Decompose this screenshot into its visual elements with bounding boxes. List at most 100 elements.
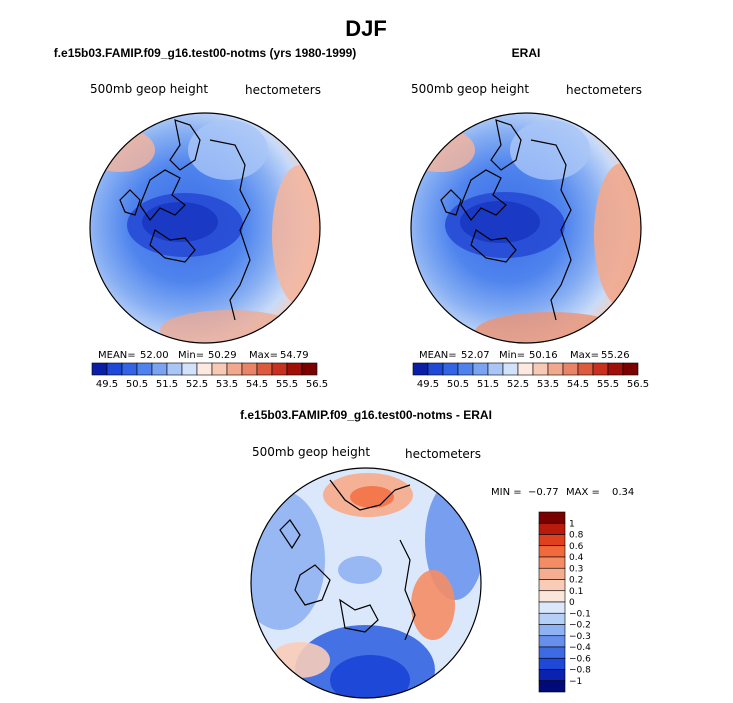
- panel-model-colorbar-tick-label: 49.5: [96, 379, 118, 390]
- panel-erai-coastline-3: [530, 139, 572, 321]
- panel-diff-colorbar-tick-label: −0.4: [569, 643, 591, 653]
- panel-erai-right-label: hectometers: [566, 83, 642, 97]
- panel-erai-colorbar-box-3: [457, 362, 474, 376]
- panel-diff-colorbar-tick-label: −0.6: [569, 654, 591, 664]
- panel-model-colorbar-box-13: [286, 362, 303, 376]
- panel-diff-colorbar-box-15: [538, 680, 566, 693]
- panel-erai-colorbar: [412, 362, 639, 376]
- panel-diff-coastline-2: [294, 564, 331, 606]
- panel-model-min-label: Min=: [178, 350, 204, 361]
- panel-erai-map-outline: [410, 112, 642, 344]
- panel-erai-stats: MEAN= 52.07 Min= 50.16 Max= 55.26: [419, 350, 630, 361]
- panel-erai-colorbar-box-4: [472, 362, 489, 376]
- panel-model-colorbar-tick-label: 50.5: [126, 379, 148, 390]
- panel-diff-colorbar-box-9: [538, 612, 566, 625]
- panel-model-colorbar-tick-label: 51.5: [156, 379, 178, 390]
- panel-model-coastline-3: [209, 139, 251, 321]
- panel-model-map-outline: [89, 112, 321, 344]
- panel-erai-colorbar-box-7: [517, 362, 534, 376]
- panel-diff-coastline-3: [399, 539, 416, 641]
- panel-erai-colorbar-box-5: [487, 362, 504, 376]
- panel-diff-left-label: 500mb geop height: [252, 445, 370, 459]
- panel-model-colorbar-box-5: [166, 362, 183, 376]
- panel-erai-low-inner: [460, 201, 540, 243]
- panel-erai-colorbar-tick-label: 54.5: [567, 379, 589, 390]
- panel-diff-colorbar-box-2: [538, 534, 566, 547]
- panel-model-colorbar-box-1: [106, 362, 123, 376]
- panel-model-colorbar-box-12: [271, 362, 288, 376]
- panel-diff-warm-bottom-left: [270, 642, 330, 678]
- panel-diff-colorbar-tick-label: 1: [569, 519, 575, 529]
- panel-model-colorbar-tick-label: 53.5: [216, 379, 238, 390]
- figure-title: DJF: [345, 16, 387, 41]
- panel-model-colorbar-tick-label: 56.5: [306, 379, 328, 390]
- panel-erai-colorbar-box-11: [577, 362, 594, 376]
- panel-erai-title: ERAI: [512, 46, 541, 60]
- panel-diff-colorbar-box-6: [538, 579, 566, 592]
- panel-model-colorbar-box-2: [121, 362, 138, 376]
- panel-model-colorbar-ticks: 49.5 50.5 51.5 52.5 53.5 54.5 55.5 56.5: [96, 379, 328, 390]
- panel-diff-colorbar-tick-label: −0.8: [569, 666, 591, 676]
- panel-erai-colorbar-tick-label: 56.5: [627, 379, 649, 390]
- panel-erai-colorbar-tick-label: 50.5: [447, 379, 469, 390]
- panel-diff-colorbar-box-11: [538, 635, 566, 648]
- panel-diff-colorbar-box-7: [538, 590, 566, 603]
- panel-model-colorbar-box-10: [241, 362, 258, 376]
- panel-erai-coastline-4: [440, 189, 462, 216]
- panel-erai-colorbar-tick-label: 52.5: [507, 379, 529, 390]
- panel-diff-colorbar-box-10: [538, 624, 566, 637]
- panel-erai-ridge: [510, 120, 590, 180]
- panel-erai-colorbar-box-6: [502, 362, 519, 376]
- panel-model-max-label: Max=: [249, 350, 278, 361]
- panel-erai: ERAI 500mb geop height hectometers MEAN=…: [410, 46, 649, 390]
- panel-erai-colorbar-box-1: [427, 362, 444, 376]
- panel-diff-colorbar-box-4: [538, 556, 566, 569]
- panel-model-colorbar-box-9: [226, 362, 243, 376]
- panel-diff-colorbar-box-3: [538, 545, 566, 558]
- panel-diff-colorbar-box-8: [538, 601, 566, 614]
- panel-model-mean-label: MEAN=: [98, 350, 136, 361]
- panel-erai-coastline-1: [460, 169, 507, 222]
- panel-erai-mean: 52.07: [461, 350, 490, 361]
- panel-erai-colorbar-tick-label: 49.5: [417, 379, 439, 390]
- panel-diff-colorbar-tick-label: 0: [569, 598, 575, 608]
- panel-diff-cool-center: [338, 556, 382, 584]
- panel-diff-colorbar-tick-label: −0.3: [569, 632, 591, 642]
- panel-model-colorbar-box-6: [181, 362, 198, 376]
- panel-diff-min-label: MIN =: [491, 487, 522, 498]
- panel-diff-colorbar-tick-label: 0.4: [569, 553, 584, 563]
- panel-diff-coastline-1: [329, 479, 411, 511]
- panel-diff-min: −0.77: [528, 487, 559, 498]
- panel-erai-warm-upper-left: [411, 128, 475, 172]
- panel-model-colorbar-box-7: [196, 362, 213, 376]
- panel-diff-colorbar-box-14: [538, 669, 566, 682]
- panel-model-colorbar-box-11: [256, 362, 273, 376]
- panel-erai-coastline-5: [470, 229, 517, 263]
- panel-diff-colorbar-box-5: [538, 567, 566, 580]
- panel-diff-map-outline: [250, 467, 482, 699]
- panel-erai-colorbar-box-2: [442, 362, 459, 376]
- panel-model-coastline-5: [149, 229, 196, 263]
- panel-erai-colorbar-box-0: [412, 362, 429, 376]
- panel-model-right-label: hectometers: [245, 83, 321, 97]
- panel-diff-colorbar-box-1: [538, 522, 566, 535]
- panel-diff-colorbar-box-13: [538, 657, 566, 670]
- panel-erai-min-label: Min=: [499, 350, 525, 361]
- panel-diff-warm-right: [411, 570, 455, 640]
- panel-erai-colorbar-box-14: [622, 362, 639, 376]
- panel-diff-cool-bottom-core: [330, 655, 410, 698]
- panel-erai-colorbar-box-8: [532, 362, 549, 376]
- panel-model-mean: 52.00: [140, 350, 169, 361]
- panel-diff-max-label: MAX =: [566, 487, 600, 498]
- panel-erai-colorbar-ticks: 49.5 50.5 51.5 52.5 53.5 54.5 55.5 56.5: [417, 379, 649, 390]
- panel-diff-colorbar-tick-label: −1: [569, 677, 582, 687]
- panel-erai-coastline-2: [490, 119, 522, 171]
- panel-model-colorbar-box-3: [136, 362, 153, 376]
- panel-erai-colorbar-box-13: [607, 362, 624, 376]
- panel-model-colorbar-tick-label: 52.5: [186, 379, 208, 390]
- panel-model-coastline-2: [169, 119, 201, 171]
- panel-model-coastline-1: [139, 169, 186, 222]
- panel-erai-warm-right: [594, 163, 641, 307]
- panel-model-left-label: 500mb geop height: [90, 82, 208, 96]
- panel-diff-colorbar-tick-label: 0.2: [569, 576, 583, 586]
